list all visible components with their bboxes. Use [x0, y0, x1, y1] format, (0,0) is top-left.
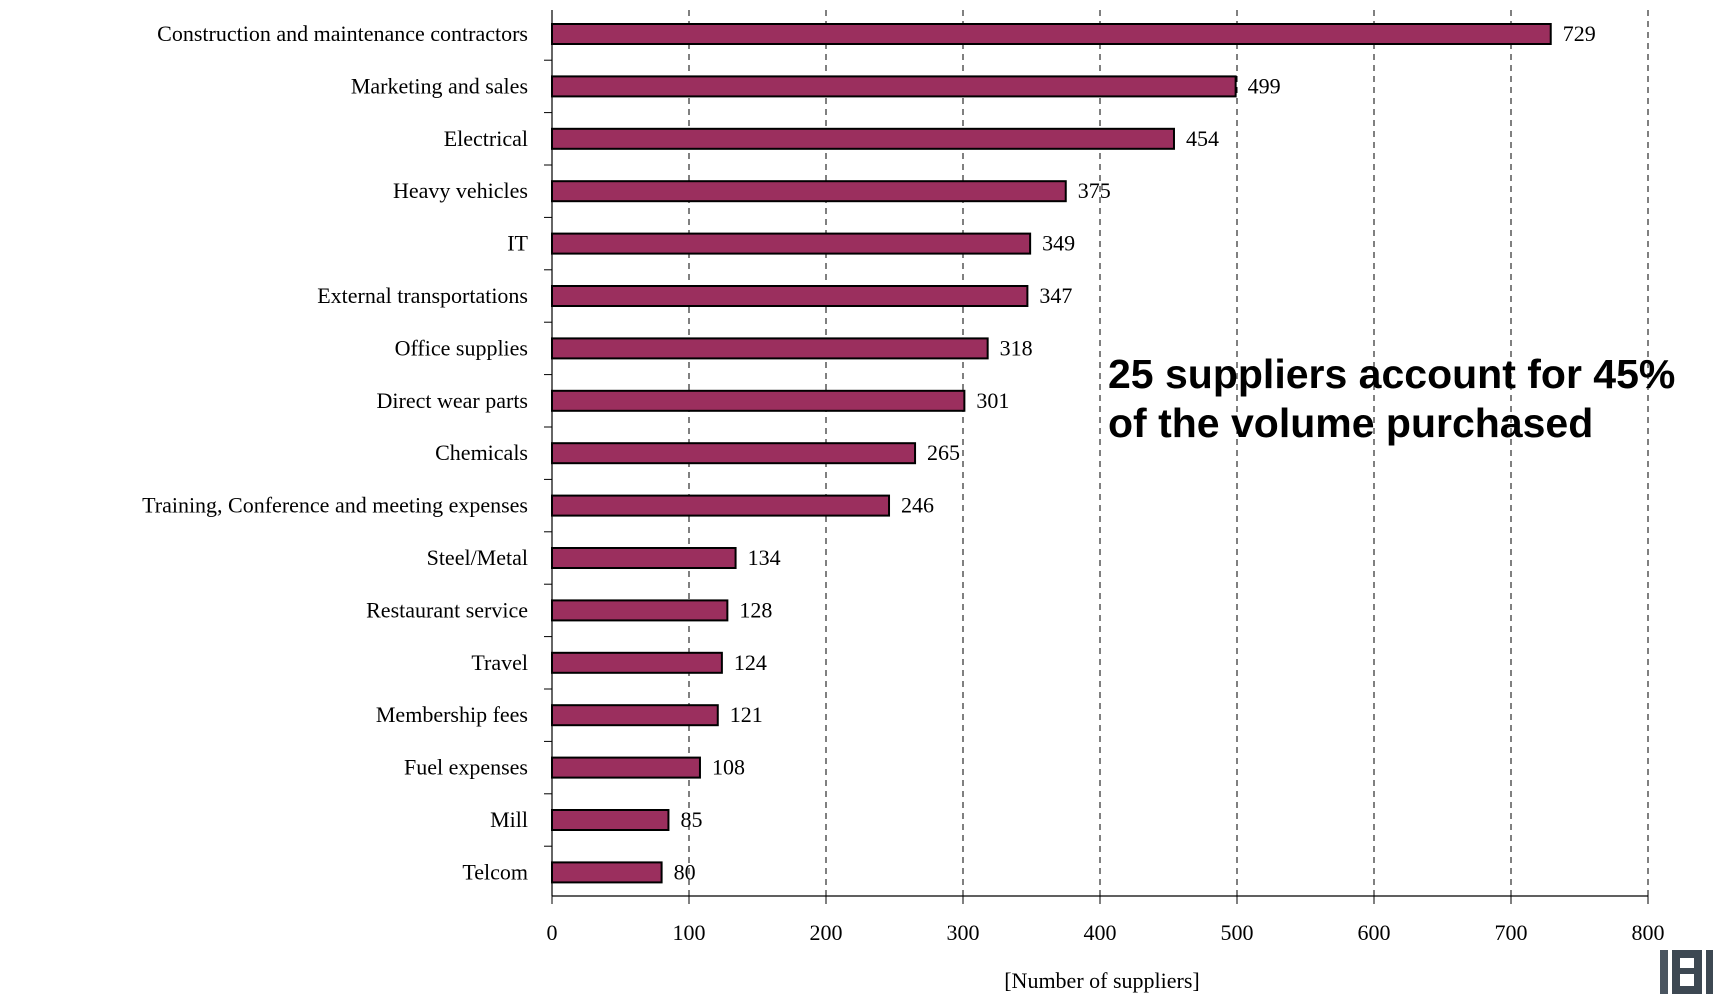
bar — [551, 389, 966, 412]
bars — [551, 23, 1552, 884]
category-label: Heavy vehicles — [393, 178, 528, 203]
x-tick-label: 500 — [1221, 920, 1254, 945]
value-label: 318 — [1000, 335, 1033, 360]
bar — [551, 494, 891, 517]
bar — [551, 232, 1032, 255]
category-label: Mill — [490, 807, 528, 832]
labels: 0 100 200 300 400 500 600 700 800 729 Construction… — [142, 21, 1664, 945]
x-tick-label: 300 — [947, 920, 980, 945]
bar — [551, 442, 917, 465]
category-label: Training, Conference and meeting expense… — [142, 493, 528, 518]
axes — [544, 10, 1649, 904]
bar — [551, 127, 1175, 150]
value-label: 729 — [1563, 21, 1596, 46]
value-label: 108 — [712, 755, 745, 780]
bar — [551, 337, 989, 360]
bolid-logo-icon — [1660, 950, 1713, 994]
category-label: Fuel expenses — [404, 755, 528, 780]
value-label: 375 — [1078, 178, 1111, 203]
value-label: 80 — [674, 859, 696, 884]
annotation-line-1: 25 suppliers account for 45% — [1108, 351, 1676, 397]
category-label: IT — [507, 231, 528, 256]
category-label: Construction and maintenance contractors — [157, 21, 528, 46]
category-label: Chemicals — [435, 440, 528, 465]
bar — [551, 809, 670, 831]
value-label: 499 — [1248, 73, 1281, 98]
category-label: Electrical — [444, 126, 528, 151]
bar — [551, 651, 723, 674]
category-label: Marketing and sales — [351, 73, 528, 98]
value-label: 301 — [976, 388, 1009, 413]
x-tick-label: 600 — [1358, 920, 1391, 945]
category-label: Office supplies — [395, 335, 528, 360]
x-tick-label: 100 — [673, 920, 706, 945]
bar — [551, 547, 737, 569]
category-label: Steel/Metal — [427, 545, 528, 570]
value-label: 121 — [730, 702, 763, 727]
bar — [551, 180, 1067, 203]
x-tick-label: 0 — [547, 920, 558, 945]
bar — [551, 23, 1552, 45]
bar — [551, 704, 719, 727]
category-label: Telcom — [462, 859, 528, 884]
value-label: 134 — [748, 545, 781, 570]
category-label: Travel — [471, 650, 528, 675]
x-tick-label: 200 — [810, 920, 843, 945]
category-label: External transportations — [317, 283, 528, 308]
value-label: 124 — [734, 650, 767, 675]
category-label: Direct wear parts — [377, 388, 528, 413]
value-label: 246 — [901, 493, 934, 518]
x-axis-title: [Number of suppliers] — [1004, 968, 1200, 993]
bar — [551, 285, 1029, 307]
annotation-callout: 25 suppliers account for 45% of the volu… — [1108, 350, 1713, 448]
gridlines — [688, 10, 1649, 896]
bar — [551, 756, 701, 779]
value-label: 347 — [1039, 283, 1072, 308]
bar — [551, 599, 729, 622]
annotation-line-2: of the volume purchased — [1108, 400, 1594, 446]
bar — [551, 75, 1237, 98]
bar — [551, 861, 663, 884]
value-label: 265 — [927, 440, 960, 465]
value-label: 85 — [680, 807, 702, 832]
category-label: Restaurant service — [366, 597, 528, 622]
x-tick-label: 700 — [1495, 920, 1528, 945]
value-label: 128 — [739, 597, 772, 622]
x-tick-label: 400 — [1084, 920, 1117, 945]
x-tick-label: 800 — [1632, 920, 1665, 945]
category-label: Membership fees — [376, 702, 528, 727]
value-label: 454 — [1186, 126, 1219, 151]
value-label: 349 — [1042, 231, 1075, 256]
